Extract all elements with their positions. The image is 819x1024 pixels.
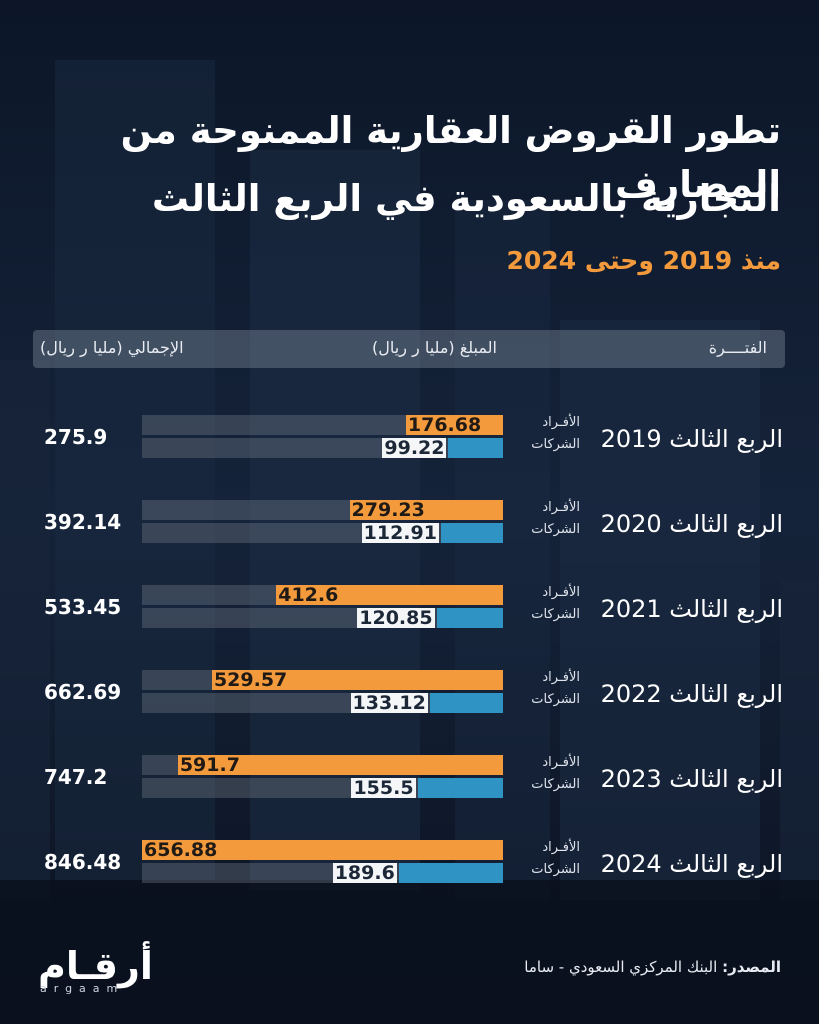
series-label-individuals: الأفـراد <box>542 840 580 855</box>
argaam-logo: أرقـام argaam <box>38 946 153 995</box>
series-label-individuals: الأفـراد <box>542 755 580 770</box>
bar-companies <box>429 693 503 713</box>
value-label-companies: 155.5 <box>351 777 416 799</box>
column-header-bar <box>33 330 785 368</box>
value-label-individuals: 412.6 <box>278 584 339 606</box>
chart-row: الربع الثالث 2019 الأفـراد الشركات 176.68 99… <box>0 415 819 483</box>
total-value: 747.2 <box>44 765 108 789</box>
chart-title-line-2: التجارية بالسعودية في الربع الثالث <box>151 177 781 220</box>
chart-title-line-1: تطور القروض العقارية الممنوحة من المصارف <box>120 109 781 206</box>
period-label: الربع الثالث 2023 <box>600 765 783 793</box>
bar-track-companies: 155.5 <box>142 778 503 798</box>
bar-individuals <box>211 670 503 690</box>
source-note: المصدر: البنك المركزي السعودي - ساما <box>524 958 781 976</box>
logo-text: أرقـام <box>38 944 153 988</box>
total-value: 662.69 <box>44 680 122 704</box>
series-label-companies: الشركات <box>531 437 580 452</box>
source-text: البنك المركزي السعودي - ساما <box>524 958 718 976</box>
chart-row: الربع الثالث 2021 الأفـراد الشركات 412.6 120… <box>0 585 819 653</box>
period-label: الربع الثالث 2020 <box>600 510 783 538</box>
source-label: المصدر: <box>722 958 781 976</box>
bar-companies <box>448 438 503 458</box>
total-value: 846.48 <box>44 850 122 874</box>
chart-row: الربع الثالث 2020 الأفـراد الشركات 279.23 11… <box>0 500 819 568</box>
header-period: الفتــــرة <box>708 338 767 357</box>
bar-companies <box>436 608 503 628</box>
period-label: الربع الثالث 2022 <box>600 680 783 708</box>
bar-individuals <box>142 840 503 860</box>
series-label-companies: الشركات <box>531 692 580 707</box>
bar-track-individuals: 591.7 <box>142 755 503 775</box>
bar-track-individuals: 176.68 <box>142 415 503 435</box>
series-label-companies: الشركات <box>531 777 580 792</box>
series-label-individuals: الأفـراد <box>542 500 580 515</box>
series-label-companies: الشركات <box>531 607 580 622</box>
bar-companies <box>398 863 503 883</box>
series-label-companies: الشركات <box>531 862 580 877</box>
total-value: 392.14 <box>44 510 122 534</box>
series-label-individuals: الأفـراد <box>542 670 580 685</box>
series-label-individuals: الأفـراد <box>542 415 580 430</box>
bar-companies <box>417 778 503 798</box>
value-label-individuals: 529.57 <box>213 669 288 691</box>
header-amount: المبلغ (مليا ر ريال) <box>372 338 497 357</box>
bar-track-companies: 112.91 <box>142 523 503 543</box>
bar-individuals <box>177 755 503 775</box>
bar-track-individuals: 412.6 <box>142 585 503 605</box>
value-label-individuals: 279.23 <box>351 499 425 521</box>
value-label-companies: 120.85 <box>357 607 435 629</box>
value-label-companies: 189.6 <box>332 862 397 884</box>
bar-track-individuals: 656.88 <box>142 840 503 860</box>
bar-track-companies: 133.12 <box>142 693 503 713</box>
total-value: 533.45 <box>44 595 122 619</box>
value-label-companies: 133.12 <box>350 692 428 714</box>
value-label-individuals: 176.68 <box>407 414 482 436</box>
series-label-companies: الشركات <box>531 522 580 537</box>
total-value: 275.9 <box>44 425 108 449</box>
series-label-individuals: الأفـراد <box>542 585 580 600</box>
value-label-companies: 112.91 <box>361 522 439 544</box>
value-label-individuals: 656.88 <box>144 839 218 861</box>
value-label-companies: 99.22 <box>382 437 447 459</box>
bar-track-companies: 189.6 <box>142 863 503 883</box>
chart-row: الربع الثالث 2023 الأفـراد الشركات 591.7 155… <box>0 755 819 823</box>
period-label: الربع الثالث 2019 <box>600 425 783 453</box>
period-label: الربع الثالث 2021 <box>600 595 783 623</box>
chart-row: الربع الثالث 2024 الأفـراد الشركات 656.88 18… <box>0 840 819 908</box>
chart-subtitle: منذ 2019 وحتى 2024 <box>506 246 781 275</box>
period-label: الربع الثالث 2024 <box>600 850 783 878</box>
logo-subtext: argaam <box>40 982 125 995</box>
bar-individuals <box>405 415 503 435</box>
bar-track-companies: 99.22 <box>142 438 503 458</box>
header-total: الإجمالي (مليا ر ريال) <box>40 338 184 357</box>
value-label-individuals: 591.7 <box>179 754 240 776</box>
bar-track-individuals: 529.57 <box>142 670 503 690</box>
bar-companies <box>440 523 503 543</box>
bar-track-individuals: 279.23 <box>142 500 503 520</box>
bar-track-companies: 120.85 <box>142 608 503 628</box>
bar-individuals <box>349 500 503 520</box>
bar-individuals <box>276 585 503 605</box>
chart-row: الربع الثالث 2022 الأفـراد الشركات 529.57 13… <box>0 670 819 738</box>
